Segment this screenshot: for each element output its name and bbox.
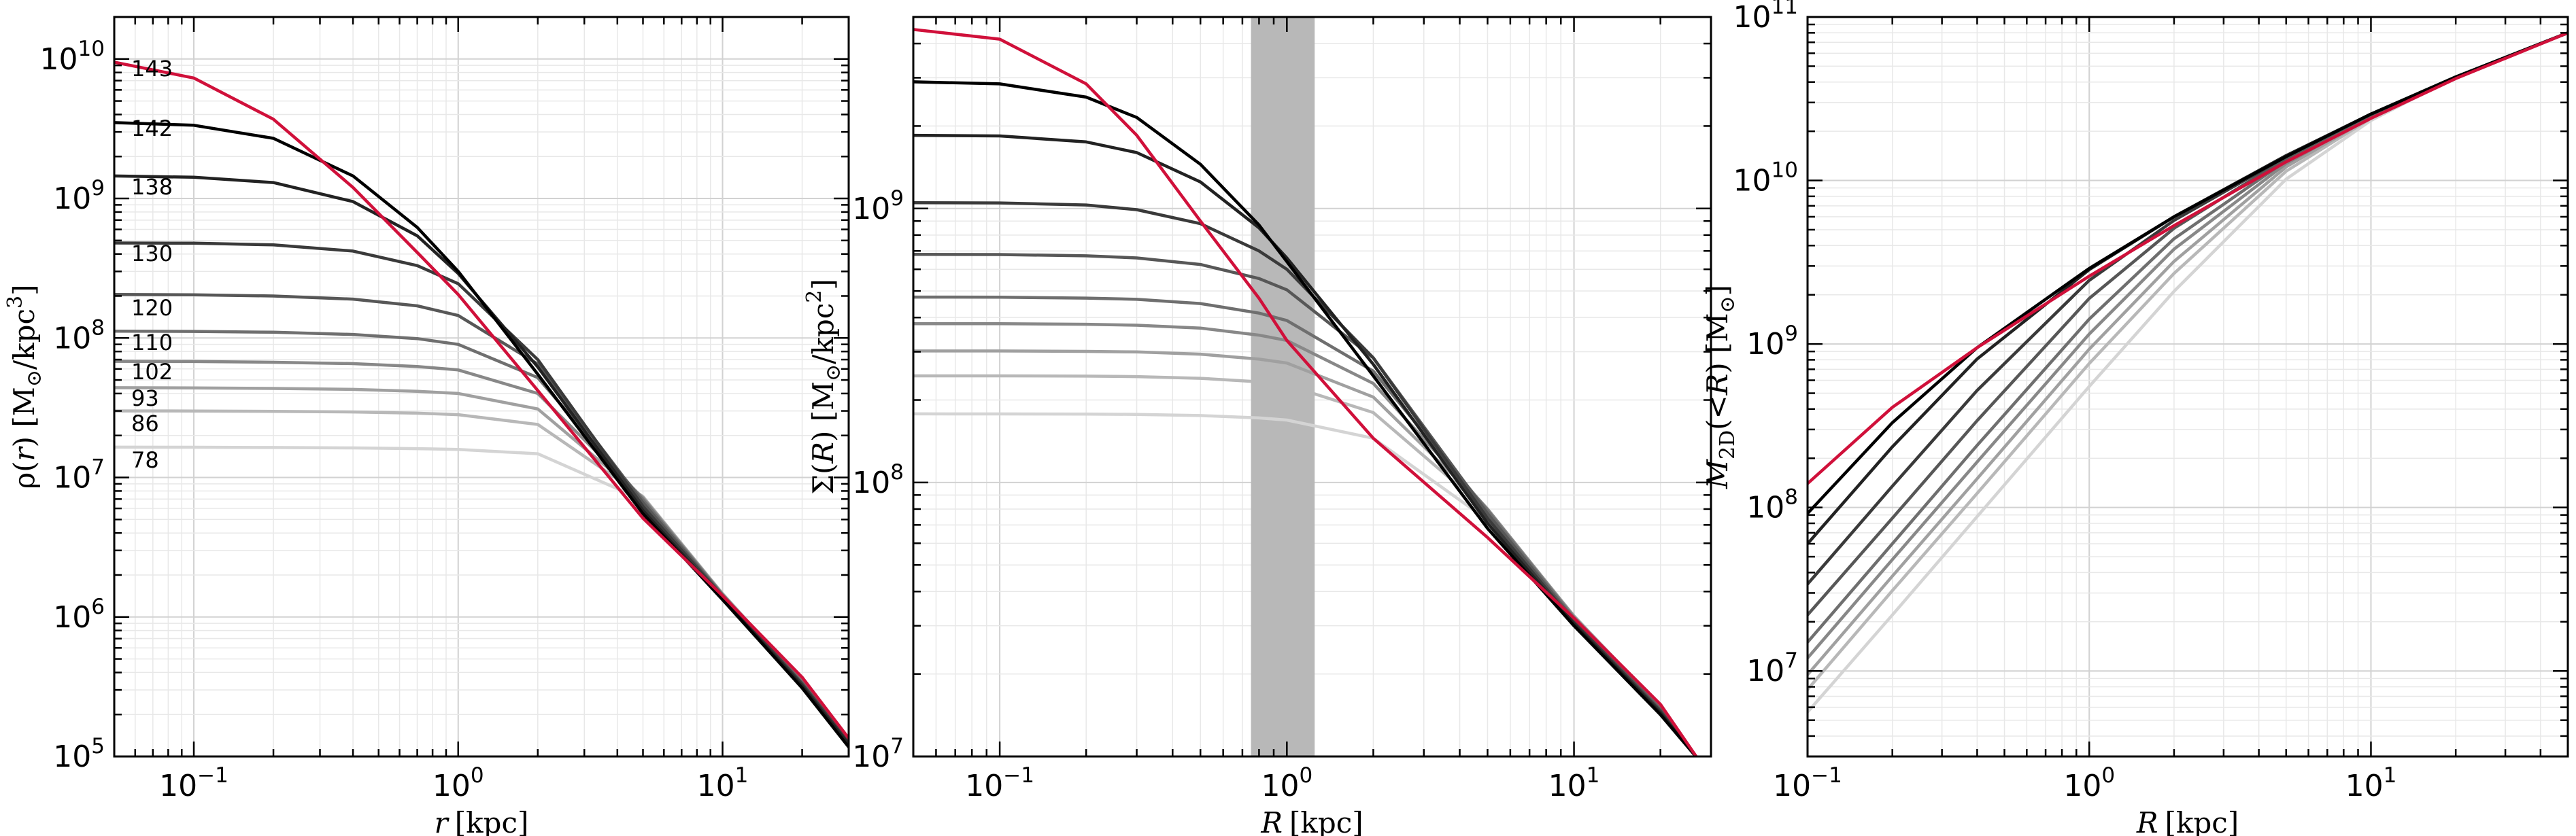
x-axis-label: R [kpc] xyxy=(1260,806,1363,836)
x-tick-label: 101 xyxy=(2345,763,2397,803)
axes-frame xyxy=(912,16,1712,758)
series-line-7 xyxy=(114,386,849,742)
curve-label: 143 xyxy=(131,56,173,82)
tick-marks xyxy=(912,16,1712,758)
x-tick-label: 100 xyxy=(2063,763,2115,803)
y-tick-label: 109 xyxy=(53,176,105,216)
y-tick-label: 1010 xyxy=(40,37,105,77)
curve-label: 110 xyxy=(131,330,173,355)
series-line-3 xyxy=(1808,31,2568,585)
curve-label: 86 xyxy=(131,411,159,436)
series-line-5 xyxy=(1808,31,2568,644)
series-lines xyxy=(913,28,1699,756)
x-tick-label: 101 xyxy=(697,763,749,803)
series-line-6 xyxy=(1808,31,2568,659)
series-lines xyxy=(1808,31,2568,714)
y-tick-label: 108 xyxy=(53,315,105,355)
y-tick-label: 109 xyxy=(1746,321,1798,362)
y-axis-label: M2D(<R) [M⊙] xyxy=(1701,285,1740,489)
curve-label: 120 xyxy=(131,295,173,321)
x-tick-label: 100 xyxy=(433,763,484,803)
y-tick-label: 107 xyxy=(852,734,904,774)
series-line-3 xyxy=(114,241,849,746)
y-tick-label: 109 xyxy=(852,186,904,226)
series-line-0 xyxy=(913,28,1699,756)
axes-frame xyxy=(1806,16,2569,758)
grid-lines xyxy=(1808,17,2568,756)
curve-label: 130 xyxy=(131,241,173,266)
curve-label: 78 xyxy=(131,447,159,473)
y-tick-label: 1010 xyxy=(1733,158,1798,198)
y-tick-label: 108 xyxy=(852,460,904,500)
x-tick-label: 101 xyxy=(1548,763,1600,803)
curve-label: 93 xyxy=(131,385,159,411)
curve-label: 142 xyxy=(131,116,173,141)
curve-label: 102 xyxy=(131,359,173,385)
tick-marks xyxy=(1806,16,2569,758)
series-line-1 xyxy=(913,80,1698,756)
series-line-2 xyxy=(114,174,849,747)
x-axis-label: r [kpc] xyxy=(435,806,529,836)
panel-middle: 10−1 100 101 107 108 109 R [kpc] Σ(R) [M⊙/kpc2] xyxy=(802,16,1712,836)
x-tick-label: 10−1 xyxy=(159,763,228,803)
tick-marks xyxy=(113,16,850,758)
y-axis-label: ρ(r) [M⊙/kpc3] xyxy=(3,285,46,489)
panel-left: 10−1 100 101 105 106 107 108 109 1010 r [kpc] ρ(r) … xyxy=(3,16,850,836)
x-axis-label: R [kpc] xyxy=(2136,806,2239,836)
x-tick-label: 100 xyxy=(1261,763,1312,803)
series-line-1 xyxy=(114,121,849,750)
axes-frame xyxy=(113,16,850,758)
panel-right: 10−1 100 101 107 108 109 1010 1011 R [kpc] M2D(<R)… xyxy=(1701,0,2569,836)
series-line-2 xyxy=(1808,31,2568,545)
series-line-1 xyxy=(1808,31,2568,515)
curve-label: 138 xyxy=(131,174,173,200)
y-tick-label: 105 xyxy=(53,734,105,774)
series-lines xyxy=(114,60,849,750)
y-tick-label: 107 xyxy=(1746,648,1798,689)
y-axis-label: Σ(R) [M⊙/kpc2] xyxy=(802,279,845,495)
grid-lines xyxy=(114,17,849,756)
y-tick-label: 107 xyxy=(53,455,105,495)
series-line-0 xyxy=(1808,31,2568,485)
y-tick-label: 106 xyxy=(53,595,105,635)
series-line-0 xyxy=(114,60,849,741)
series-line-7 xyxy=(1808,31,2568,676)
x-tick-label: 10−1 xyxy=(965,763,1034,803)
y-tick-label: 108 xyxy=(1746,485,1798,525)
shaded-band xyxy=(1251,17,1315,756)
series-line-8 xyxy=(114,409,849,742)
series-line-9 xyxy=(1808,31,2568,714)
series-line-9 xyxy=(114,445,849,742)
y-tick-label: 1011 xyxy=(1733,0,1798,35)
x-tick-label: 10−1 xyxy=(1773,763,1842,803)
